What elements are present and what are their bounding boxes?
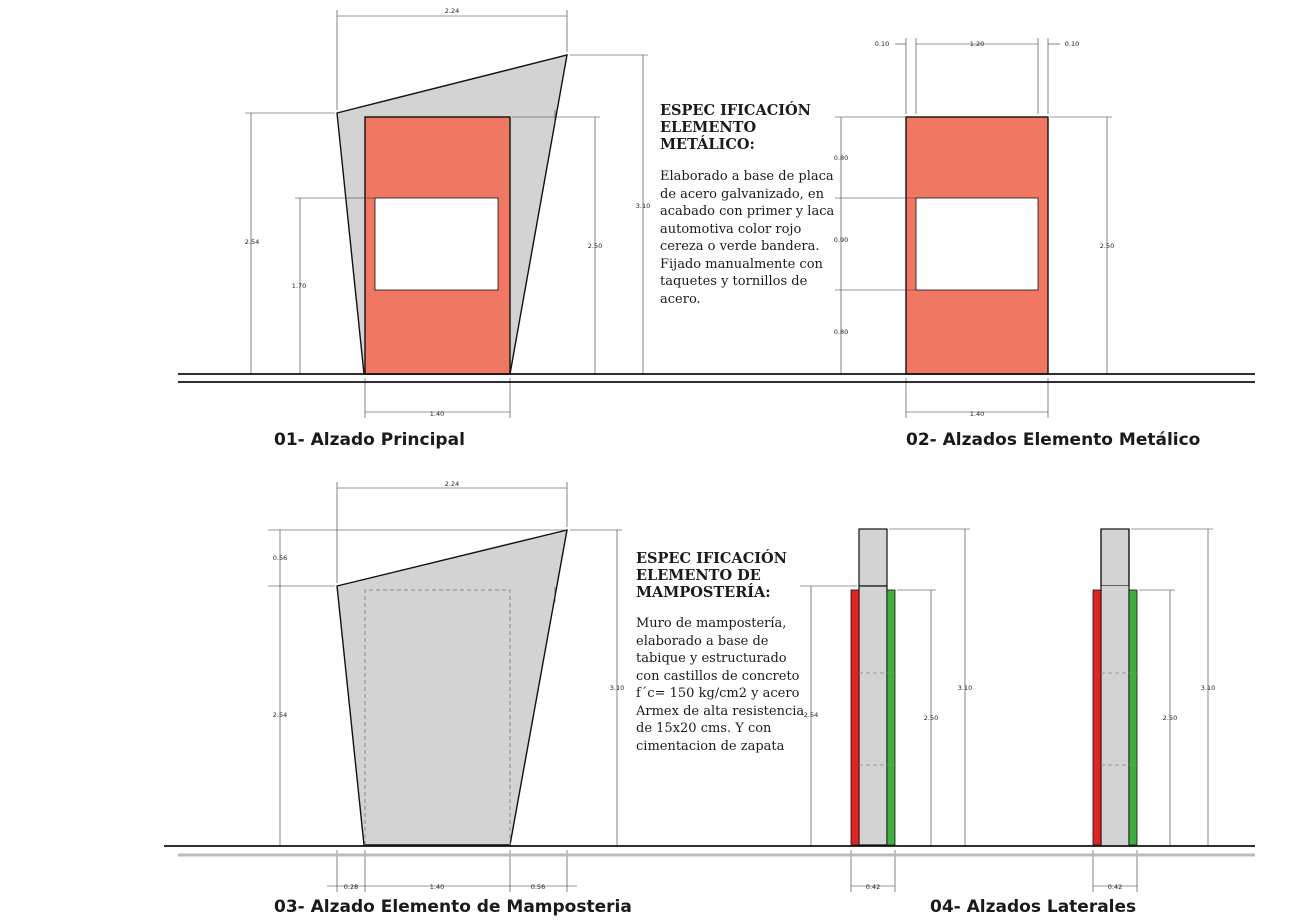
sign-window-02: [915, 197, 1039, 291]
hidden-panel-outline-03: [364, 589, 511, 845]
dim-04a-total-height: 3.10: [958, 684, 972, 692]
spec-metal-title: ESPEC IFICACIÓN ELEMENTO METÁLICO:: [660, 102, 811, 153]
green-plate-edge-a: [886, 589, 896, 846]
elevation-04-side-b: 2.50 3.10 0.42: [1092, 528, 1215, 892]
ground-line-top: [178, 373, 1255, 383]
spec-metal-text: Elaborado a base de placa de acero galva…: [660, 169, 835, 307]
dim-01-top-width: 2.24: [445, 7, 459, 15]
dim-04b-total-height: 3.10: [1201, 684, 1215, 692]
dim-02-base-width: 1.40: [970, 410, 984, 418]
dim-01-left-height: 2.54: [245, 238, 259, 246]
spec-masonry-element: ESPEC IFICACIÓN ELEMENTO DE MAMPOSTERÍA:…: [636, 550, 816, 755]
caption-alzado-principal: 01- Alzado Principal: [274, 430, 465, 450]
spec-masonry-title: ESPEC IFICACIÓN ELEMENTO DE MAMPOSTERÍA:: [636, 550, 787, 601]
hidden-lines-b: [1101, 672, 1137, 766]
elevation-02-metal-element: 0.10 1.20 0.10 0.80 0.90 0.80 2.50 1.40: [834, 38, 1114, 418]
ground-line-bottom: [164, 845, 1255, 857]
pillar-body-a: [858, 585, 888, 846]
caption-alzado-mamposteria: 03- Alzado Elemento de Mamposteria: [274, 897, 632, 917]
pillar-top-a: [858, 528, 888, 587]
dim-01-total-height: 3.10: [636, 202, 650, 210]
hidden-lines-a: [859, 672, 895, 766]
dimension-lines-04b: [1092, 528, 1213, 892]
dim-03-left-offset: 0.28: [344, 883, 358, 891]
spec-masonry-text: Muro de mampostería, elaborado a base de…: [636, 616, 805, 754]
dimension-lines-02: [835, 38, 1112, 418]
dim-01-panel-height: 2.50: [588, 242, 602, 250]
dim-04a-left-height: 2.54: [804, 711, 818, 719]
dim-03-right-offset: 0.56: [531, 883, 545, 891]
dim-02-left-margin: 0.10: [875, 40, 889, 48]
elevation-04-side-a: 2.54 2.50 3.10 0.42: [800, 528, 972, 892]
dim-02-upper-band: 0.80: [834, 154, 848, 162]
dim-02-window-band: 0.90: [834, 236, 848, 244]
green-plate-edge-b: [1128, 589, 1138, 846]
pillar-top-b: [1100, 528, 1130, 587]
dim-04a-thickness: 0.42: [866, 883, 880, 891]
dim-04b-thickness: 0.42: [1108, 883, 1122, 891]
red-plate-edge-a: [850, 589, 860, 846]
dim-02-right-margin: 0.10: [1065, 40, 1079, 48]
caption-alzados-elemento-metalico: 02- Alzados Elemento Metálico: [906, 430, 1200, 450]
dimension-lines-01: [245, 10, 648, 418]
dimension-lines-03: [268, 482, 622, 892]
dim-02-window-width: 1.20: [970, 40, 984, 48]
dim-03-slope-rise: 0.56: [273, 554, 287, 562]
dim-03-total-height: 3.10: [610, 684, 624, 692]
dim-03-top-width: 2.24: [445, 480, 459, 488]
dim-02-panel-height: 2.50: [1100, 242, 1114, 250]
dimension-lines-04a: [800, 528, 970, 892]
dim-02-lower-band: 0.80: [834, 328, 848, 336]
sign-window-01: [374, 197, 499, 291]
spec-metal-element: ESPEC IFICACIÓN ELEMENTO METÁLICO: Elabo…: [660, 102, 840, 308]
pillar-body-b: [1101, 586, 1129, 845]
dim-04b-plate-height: 2.50: [1163, 714, 1177, 722]
dim-03-panel-width: 1.40: [430, 883, 444, 891]
elevation-01-principal: 2.24 2.54 1.70 2.50 3.10 1.40: [245, 7, 650, 418]
dim-01-base-width: 1.40: [430, 410, 444, 418]
masonry-wall-shape-03: [336, 529, 568, 846]
dim-03-left-height: 2.54: [273, 711, 287, 719]
elevation-03-masonry: 2.24 0.56 2.54 3.10 0.28 1.40 0.56: [268, 480, 624, 892]
caption-alzados-laterales: 04- Alzados Laterales: [930, 897, 1136, 917]
dim-01-window-height: 1.70: [292, 282, 306, 290]
red-plate-edge-b: [1092, 589, 1102, 846]
dim-04a-plate-height: 2.50: [924, 714, 938, 722]
